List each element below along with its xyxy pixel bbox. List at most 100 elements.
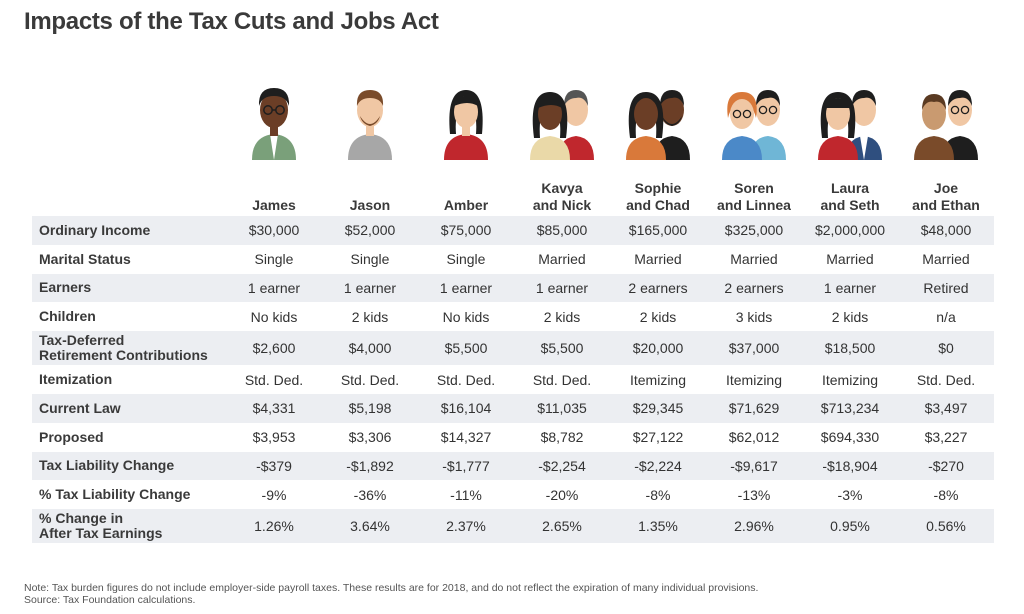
row-label: % Tax Liability Change: [32, 487, 226, 502]
table-cell: 1 earner: [343, 279, 397, 296]
row-label: Marital Status: [32, 250, 226, 267]
source-text: Source: Tax Foundation calculations.: [24, 594, 196, 606]
table-cell: Itemizing: [629, 371, 687, 388]
row-label: Tax Liability Change: [32, 458, 226, 473]
table-cell: -8%: [645, 486, 671, 503]
row-label: Tax-Deferred Retirement Contributions: [32, 333, 226, 363]
row-label-line: Tax Liability Change: [39, 457, 175, 474]
table-cell: No kids: [442, 308, 490, 325]
row-label: % Change in After Tax Earnings: [32, 511, 226, 541]
table-cell: -20%: [545, 486, 579, 503]
table-row: Earners 1 earner 1 earner 1 earner 1 earner 2…: [32, 273, 994, 303]
footnote: Note: Tax burden figures do not include …: [24, 582, 758, 606]
table-cell: $29,345: [632, 400, 684, 417]
table-cell: 2 earners: [628, 279, 688, 296]
couple-icon: [818, 90, 882, 160]
avatar-row: [226, 76, 994, 160]
avatar-sophie-chad: [610, 76, 706, 160]
table-cell: $4,331: [252, 400, 296, 417]
couple-icon: [626, 90, 690, 160]
table-cell: $62,012: [728, 429, 780, 446]
table-cell: Retired: [923, 279, 969, 296]
table-cell: 2.37%: [446, 518, 486, 535]
table-cell: -$18,904: [822, 457, 878, 474]
table-cell: $2,600: [252, 340, 296, 357]
avatar-soren-linnea: [706, 76, 802, 160]
table-row: Marital Status Single Single Single Married M…: [32, 245, 994, 274]
table-cell: $16,104: [440, 400, 492, 417]
row-label: Proposed: [32, 429, 226, 445]
table-cell: Std. Ded.: [244, 371, 304, 388]
row-label: Current Law: [32, 399, 226, 416]
table-cell: n/a: [936, 308, 956, 325]
couple-icon: [530, 90, 594, 160]
avatar-laura-seth: [802, 76, 898, 160]
table-cell: Std. Ded.: [436, 371, 496, 388]
table-cell: $52,000: [344, 222, 396, 239]
table-cell: $18,500: [824, 340, 876, 357]
column-header: Sophie and Chad: [626, 180, 690, 213]
table-cell: $71,629: [728, 400, 780, 417]
table-cell: Std. Ded.: [532, 371, 592, 388]
table-cell: $14,327: [440, 429, 492, 446]
row-label-line: Current Law: [39, 399, 121, 416]
table-cell: $20,000: [632, 340, 684, 357]
single-man-dark-glasses-icon: [252, 88, 296, 160]
table-cell: 1 earner: [823, 279, 877, 296]
table-cell: $48,000: [920, 222, 972, 239]
avatar-amber: [418, 76, 514, 160]
row-label-line: Marital Status: [39, 250, 131, 267]
table-cell: 2 kids: [639, 308, 677, 325]
single-man-beard-icon: [348, 90, 392, 160]
table-row: % Change in After Tax Earnings 1.26% 3.64% 2…: [32, 509, 994, 544]
row-label-line: % Tax Liability Change: [39, 486, 191, 503]
column-header: Amber: [443, 197, 489, 213]
table-cell: -$2,224: [634, 457, 682, 474]
table-cell: $5,500: [540, 340, 584, 357]
table-cell: -8%: [933, 486, 959, 503]
column-header: Jason: [349, 197, 391, 213]
table-cell: $37,000: [728, 340, 780, 357]
table-cell: $85,000: [536, 222, 588, 239]
table-cell: No kids: [250, 308, 298, 325]
table-cell: -3%: [837, 486, 863, 503]
single-woman-icon: [444, 90, 488, 160]
table-cell: Single: [446, 251, 486, 268]
avatar-james: [226, 76, 322, 160]
table-cell: $3,227: [924, 429, 968, 446]
table-cell: $3,953: [252, 429, 296, 446]
table-cell: $713,234: [820, 400, 880, 417]
page-title: Impacts of the Tax Cuts and Jobs Act: [24, 8, 439, 35]
row-label-line: After Tax Earnings: [39, 525, 163, 542]
table-cell: 2.96%: [734, 518, 774, 535]
table-cell: -$270: [928, 457, 964, 474]
table-cell: 3.64%: [350, 518, 390, 535]
table-cell: -9%: [261, 486, 287, 503]
table-cell: 2 kids: [831, 308, 869, 325]
table-cell: 1.35%: [638, 518, 678, 535]
table-cell: 3 kids: [735, 308, 773, 325]
column-header: James: [252, 197, 296, 213]
table-cell: $694,330: [820, 429, 880, 446]
row-label-line: % Change in: [39, 510, 124, 527]
table-row: Itemization Std. Ded. Std. Ded. Std. Ded. St…: [32, 365, 994, 394]
column-header: Kavya and Nick: [532, 180, 592, 213]
table-cell: 2 kids: [351, 308, 389, 325]
table-cell: 0.95%: [830, 518, 870, 535]
couple-glasses-icon: [722, 90, 786, 160]
table-cell: 2.65%: [542, 518, 582, 535]
row-label-line: Earners: [39, 279, 92, 296]
table-cell: 1 earner: [535, 279, 589, 296]
table-row: Tax-Deferred Retirement Contributions $2,6…: [32, 331, 994, 366]
names-header-row: James Jason Amber Kavya and Nick Sophie an…: [226, 168, 994, 214]
table-cell: Married: [922, 251, 970, 268]
table-cell: Married: [538, 251, 586, 268]
table-cell: $11,035: [537, 400, 587, 417]
table-cell: $0: [938, 340, 954, 357]
table-cell: -36%: [353, 486, 387, 503]
table-cell: $30,000: [248, 222, 300, 239]
table-cell: -11%: [450, 486, 482, 503]
row-label-line: Itemization: [39, 371, 113, 388]
avatar-jason: [322, 76, 418, 160]
table-cell: Married: [826, 251, 874, 268]
